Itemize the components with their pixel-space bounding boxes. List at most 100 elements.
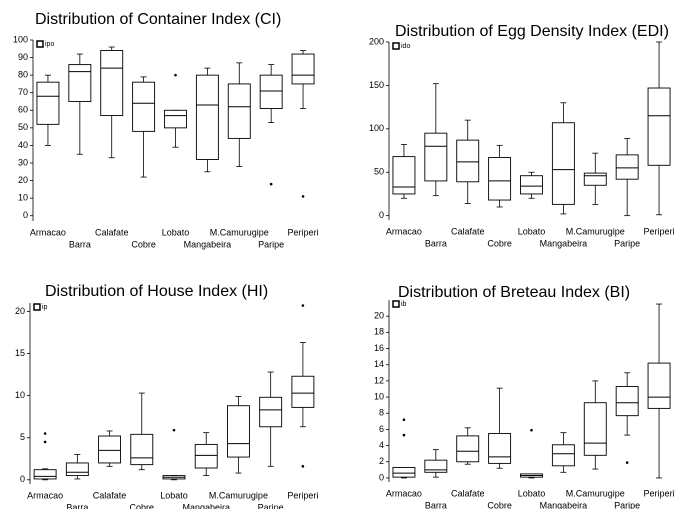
chart-title: Distribution of Container Index (CI) (35, 11, 281, 28)
outlier (43, 432, 47, 435)
outlier (301, 465, 305, 468)
box (194, 443, 218, 469)
x-tick-label: Paripe (614, 500, 640, 509)
box (488, 433, 512, 464)
x-tick-label: Mangabeira (184, 239, 232, 249)
y-tick-label: 100 (369, 123, 384, 133)
chart-title: Distribution of Egg Density Index (EDI) (395, 23, 669, 40)
x-tick-label: Armacao (30, 227, 66, 237)
chart-title: Distribution of Breteau Index (BI) (398, 284, 630, 301)
y-tick-label: 30 (18, 157, 28, 167)
x-tick-label: Armacao (27, 490, 63, 500)
box (130, 433, 154, 466)
box (392, 156, 416, 195)
box (551, 444, 575, 467)
box (195, 74, 219, 160)
y-tick-label: 15 (15, 348, 25, 358)
y-tick-label: 5 (20, 432, 25, 442)
outlier (269, 182, 273, 186)
box (100, 50, 124, 117)
y-tick-label: 16 (374, 343, 384, 353)
box (259, 396, 283, 428)
outlier (174, 73, 177, 77)
box (291, 53, 315, 85)
box (259, 74, 283, 109)
x-tick-label: Cobre (487, 500, 512, 509)
box (583, 402, 607, 456)
box (583, 172, 607, 186)
box (424, 132, 448, 182)
y-tick-label: 20 (374, 311, 384, 321)
box (392, 466, 416, 478)
legend-icon (36, 40, 44, 48)
box (424, 459, 448, 473)
box (226, 405, 250, 458)
y-tick-label: 12 (374, 375, 384, 385)
y-tick-label: 10 (374, 391, 384, 401)
y-tick-label: 50 (374, 167, 384, 177)
x-tick-label: M.Camurugipe (566, 488, 625, 498)
legend-icon (392, 42, 400, 50)
outlier (172, 428, 176, 432)
x-tick-label: M.Camurugipe (209, 490, 268, 500)
y-tick-label: 20 (18, 175, 28, 185)
x-tick-label: Mangabeira (540, 500, 588, 509)
box (456, 139, 480, 183)
box (132, 81, 156, 132)
x-tick-label: M.Camurugipe (210, 227, 269, 237)
box (164, 109, 187, 129)
outlier (301, 304, 305, 307)
y-tick-label: 10 (18, 193, 28, 203)
box (647, 87, 671, 166)
box (488, 157, 512, 201)
legend-icon (33, 303, 41, 311)
outlier (402, 418, 406, 422)
x-tick-label: Lobato (518, 226, 546, 236)
box (615, 386, 639, 417)
outlier (43, 440, 47, 444)
x-tick-label: Lobato (162, 227, 190, 237)
outlier (625, 461, 629, 464)
box (33, 469, 57, 480)
x-tick-label: Cobre (130, 502, 155, 509)
y-tick-label: 50 (18, 122, 28, 132)
x-tick-label: Periperi (288, 227, 319, 237)
legend-label: ib (401, 301, 407, 308)
legend-label: ido (401, 43, 410, 50)
x-tick-label: Armacao (386, 226, 422, 236)
x-tick-label: Cobre (487, 238, 512, 248)
y-tick-label: 150 (369, 80, 384, 90)
x-tick-label: Barra (69, 239, 91, 249)
x-tick-label: Periperi (644, 488, 675, 498)
outlier (402, 433, 406, 437)
y-tick-label: 6 (379, 424, 384, 434)
y-tick-label: 40 (18, 140, 28, 150)
x-tick-label: M.Camurugipe (566, 226, 625, 236)
y-tick-label: 60 (18, 105, 28, 115)
outlier (530, 428, 533, 432)
y-tick-label: 10 (15, 390, 25, 400)
y-tick-label: 70 (18, 87, 28, 97)
x-tick-label: Calafate (95, 227, 129, 237)
box (98, 435, 122, 464)
y-tick-label: 4 (379, 440, 384, 450)
x-tick-label: Lobato (518, 488, 546, 498)
legend-label: ipo (45, 41, 54, 48)
x-tick-label: Armacao (386, 488, 422, 498)
box (291, 375, 315, 408)
x-tick-label: Calafate (451, 226, 485, 236)
y-tick-label: 100 (13, 34, 28, 44)
y-tick-label: 14 (374, 359, 384, 369)
box (615, 154, 639, 180)
y-tick-label: 90 (18, 52, 28, 62)
outlier (301, 195, 305, 198)
y-tick-label: 0 (379, 210, 384, 220)
y-tick-label: 2 (379, 456, 384, 466)
x-tick-label: Barra (425, 500, 447, 509)
x-tick-label: Paripe (258, 502, 284, 509)
box (647, 362, 671, 409)
box (227, 83, 251, 139)
x-tick-label: Mangabeira (540, 238, 588, 248)
x-tick-label: Periperi (644, 226, 675, 236)
